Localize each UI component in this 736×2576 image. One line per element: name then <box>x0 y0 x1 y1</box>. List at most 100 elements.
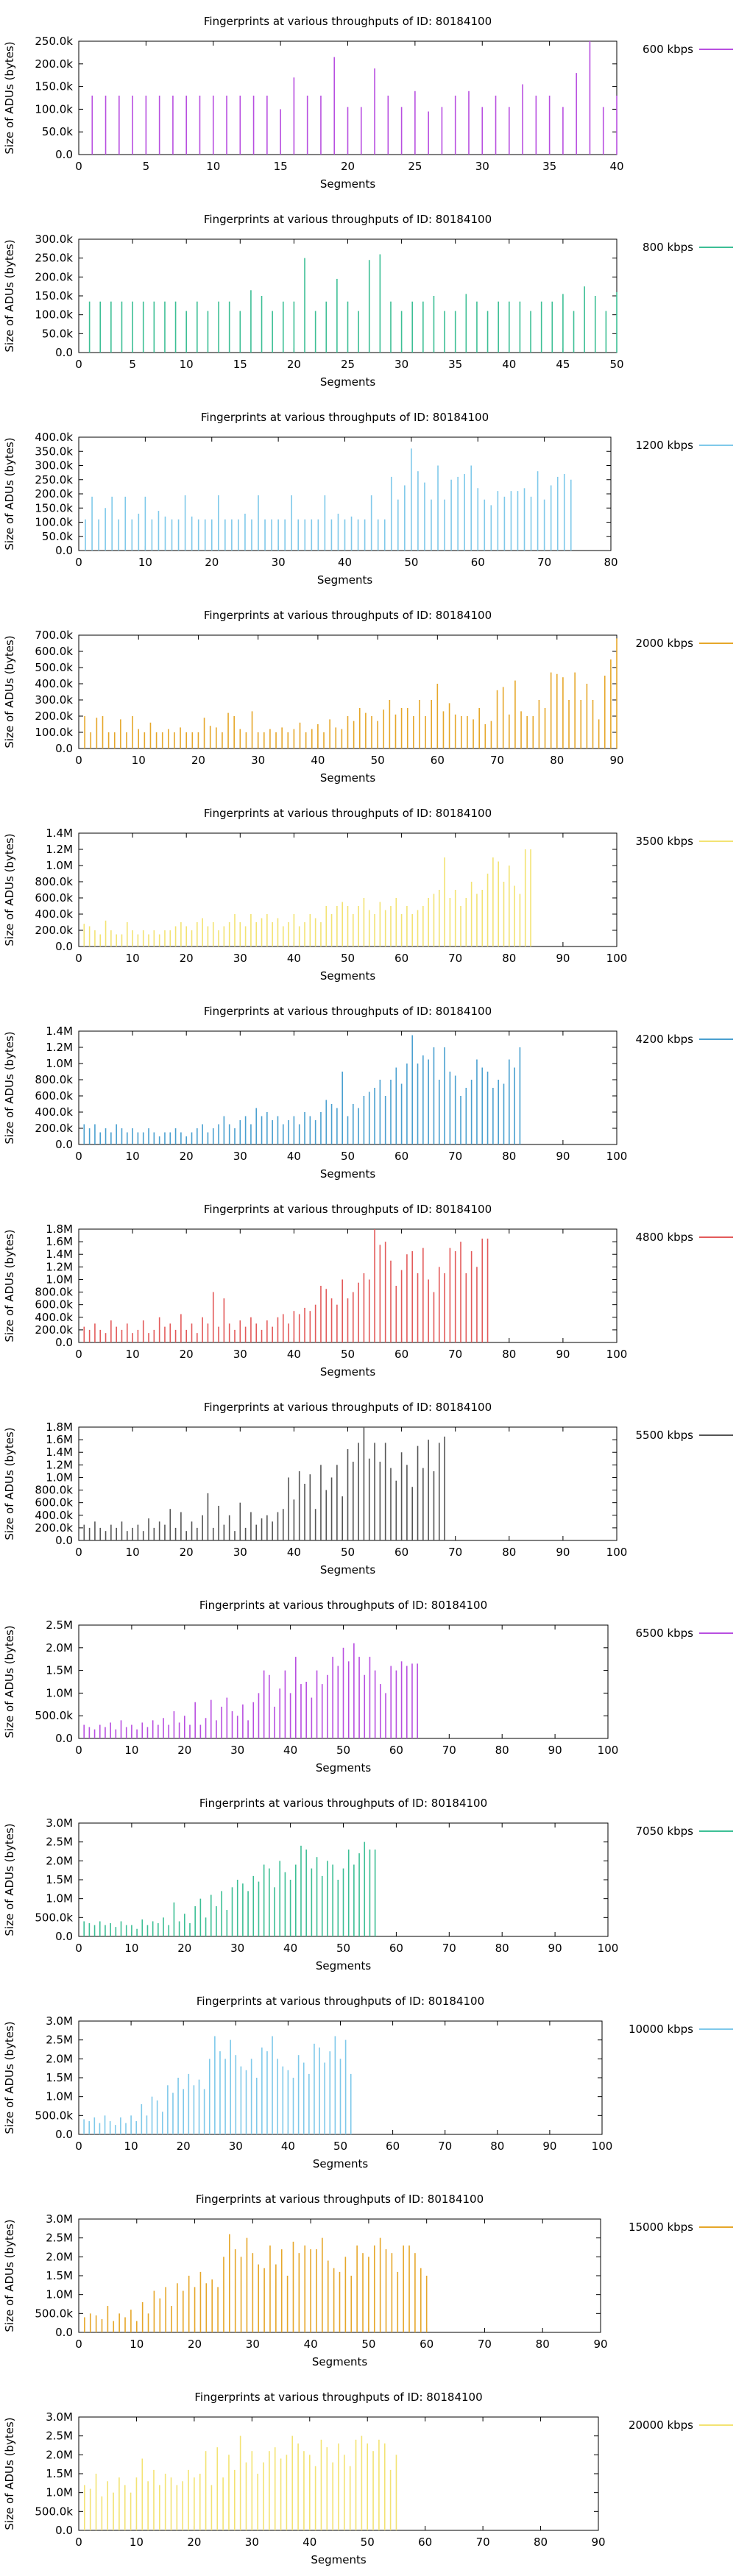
x-tick-label: 0 <box>75 1150 82 1163</box>
y-tick-label: 500.0k <box>35 2109 73 2122</box>
x-tick-label: 40 <box>304 2338 318 2351</box>
chart-panel-4: Fingerprints at various throughputs of I… <box>3 609 733 785</box>
x-tick-label: 100 <box>592 2140 613 2153</box>
legend-label: 4800 kbps <box>636 1231 694 1244</box>
chart-title: Fingerprints at various throughputs of I… <box>199 1797 487 1810</box>
x-tick-label: 70 <box>448 1546 462 1559</box>
y-tick-label: 200.0k <box>35 710 73 723</box>
x-tick-label: 90 <box>556 952 570 965</box>
x-tick-label: 50 <box>341 1150 355 1163</box>
y-tick-label: 50.0k <box>42 327 73 340</box>
x-tick-label: 10 <box>130 2536 144 2549</box>
chart-panel-6: Fingerprints at various throughputs of I… <box>3 1005 733 1181</box>
y-tick-label: 100.0k <box>35 726 73 739</box>
y-tick-label: 2.5M <box>46 2232 73 2245</box>
x-tick-label: 50 <box>371 754 385 767</box>
x-tick-label: 10 <box>124 1744 138 1757</box>
x-tick-label: 50 <box>336 1744 350 1757</box>
y-tick-label: 100.0k <box>35 308 73 322</box>
legend-label: 3500 kbps <box>636 835 694 848</box>
x-tick-label: 60 <box>394 1150 408 1163</box>
y-tick-label: 700.0k <box>35 629 73 642</box>
x-tick-label: 50 <box>361 2338 375 2351</box>
x-tick-label: 0 <box>75 2338 82 2351</box>
legend-label: 20000 kbps <box>629 2418 693 2432</box>
chart-title: Fingerprints at various throughputs of I… <box>204 807 492 820</box>
y-tick-label: 1.2M <box>46 843 73 856</box>
y-tick-label: 150.0k <box>35 289 73 302</box>
chart-panel-5: Fingerprints at various throughputs of I… <box>3 807 733 983</box>
x-tick-label: 25 <box>408 160 422 173</box>
y-tick-label: 1.2M <box>46 1458 73 1471</box>
x-tick-label: 20 <box>287 358 301 371</box>
y-tick-label: 400.0k <box>35 1311 73 1324</box>
x-tick-label: 10 <box>138 556 152 569</box>
x-tick-label: 50 <box>341 1348 355 1361</box>
legend-label: 600 kbps <box>643 43 693 56</box>
y-tick-label: 600.0k <box>35 645 73 658</box>
x-tick-label: 80 <box>604 556 618 569</box>
x-tick-label: 20 <box>177 1744 191 1757</box>
y-tick-label: 1.2M <box>46 1260 73 1273</box>
x-tick-label: 10 <box>206 160 220 173</box>
x-tick-label: 70 <box>478 2338 492 2351</box>
x-tick-label: 70 <box>448 1348 462 1361</box>
x-tick-label: 20 <box>177 1942 191 1955</box>
x-tick-label: 90 <box>556 1348 570 1361</box>
x-tick-label: 60 <box>394 952 408 965</box>
y-tick-label: 0.0 <box>55 1138 73 1151</box>
y-tick-label: 1.0M <box>46 1892 73 1906</box>
x-tick-label: 20 <box>180 1150 194 1163</box>
x-tick-label: 20 <box>177 2140 191 2153</box>
chart-panel-2: Fingerprints at various throughputs of I… <box>3 213 733 389</box>
x-tick-label: 0 <box>75 1348 82 1361</box>
x-tick-label: 0 <box>75 2140 82 2153</box>
y-tick-label: 1.4M <box>46 1025 73 1038</box>
y-tick-label: 500.0k <box>35 1911 73 1924</box>
y-tick-label: 2.0M <box>46 2250 73 2263</box>
y-axis-label: Size of ADUs (bytes) <box>3 635 16 748</box>
y-tick-label: 200.0k <box>35 1323 73 1337</box>
y-axis-label: Size of ADUs (bytes) <box>3 1427 16 1540</box>
x-tick-label: 0 <box>75 556 82 569</box>
x-tick-label: 80 <box>495 1942 509 1955</box>
chart-panel-3: Fingerprints at various throughputs of I… <box>3 411 733 587</box>
y-tick-label: 1.2M <box>46 1041 73 1054</box>
x-tick-label: 80 <box>534 2536 548 2549</box>
y-tick-label: 800.0k <box>35 1484 73 1497</box>
y-tick-label: 200.0k <box>35 924 73 937</box>
y-tick-label: 2.0M <box>46 1854 73 1867</box>
y-tick-label: 1.0M <box>46 1273 73 1286</box>
chart-title: Fingerprints at various throughputs of I… <box>204 1401 492 1414</box>
x-tick-label: 70 <box>448 1150 462 1163</box>
y-tick-label: 1.0M <box>46 2090 73 2103</box>
y-tick-label: 400.0k <box>35 677 73 690</box>
y-tick-label: 200.0k <box>35 57 73 71</box>
y-tick-label: 500.0k <box>35 1709 73 1722</box>
x-tick-label: 0 <box>75 358 82 371</box>
x-tick-label: 0 <box>75 754 82 767</box>
legend-label: 6500 kbps <box>636 1627 694 1640</box>
y-tick-label: 1.0M <box>46 1686 73 1699</box>
x-tick-label: 0 <box>75 1546 82 1559</box>
y-tick-label: 1.8M <box>46 1420 73 1434</box>
x-tick-label: 0 <box>75 1744 82 1757</box>
y-tick-label: 1.6M <box>46 1235 73 1248</box>
x-tick-label: 60 <box>431 754 445 767</box>
y-tick-label: 100.0k <box>35 516 73 529</box>
chart-title: Fingerprints at various throughputs of I… <box>194 2391 482 2404</box>
y-tick-label: 1.8M <box>46 1222 73 1236</box>
x-tick-label: 90 <box>593 2338 607 2351</box>
x-tick-label: 50 <box>361 2536 375 2549</box>
x-tick-label: 40 <box>287 952 301 965</box>
x-tick-label: 70 <box>537 556 551 569</box>
y-tick-label: 500.0k <box>35 661 73 674</box>
x-tick-label: 90 <box>591 2536 605 2549</box>
chart-panel-8: Fingerprints at various throughputs of I… <box>3 1401 733 1577</box>
y-tick-label: 2.5M <box>46 2034 73 2047</box>
x-tick-label: 60 <box>471 556 485 569</box>
x-axis-label: Segments <box>320 1563 376 1577</box>
y-tick-label: 1.4M <box>46 1446 73 1459</box>
x-tick-label: 0 <box>75 160 82 173</box>
y-tick-label: 2.0M <box>46 2052 73 2065</box>
